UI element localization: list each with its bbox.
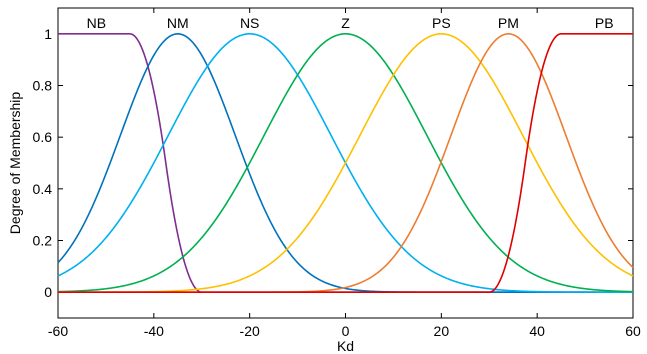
label-ns: NS: [240, 15, 259, 31]
y-axis: 0 0.2 0.4 0.6 0.8 1: [33, 26, 633, 300]
label-nm: NM: [167, 15, 189, 31]
label-z: Z: [341, 15, 350, 31]
y-tick-label: 0.8: [33, 78, 53, 94]
label-ps: PS: [432, 15, 451, 31]
x-axis: -60 -40 -20 0 20 40 60: [48, 8, 641, 339]
x-tick-label: 0: [342, 323, 350, 339]
curve-z: [57, 33, 634, 293]
x-tick-label: 20: [434, 323, 450, 339]
y-tick-label: 0: [44, 284, 52, 300]
x-tick-label: 60: [625, 323, 641, 339]
y-tick-label: 0.2: [33, 233, 53, 249]
x-tick-label: -60: [48, 323, 68, 339]
x-axis-title: Kd: [337, 338, 354, 354]
label-pb: PB: [595, 15, 614, 31]
membership-labels: NB NM NS Z PS PM PB: [87, 15, 614, 31]
membership-curves: [57, 33, 634, 293]
x-tick-label: 40: [529, 323, 545, 339]
y-tick-label: 0.6: [33, 129, 53, 145]
x-tick-label: -40: [144, 323, 164, 339]
y-axis-title: Degree of Membership: [7, 92, 23, 235]
x-tick-label: -20: [240, 323, 260, 339]
y-tick-label: 1: [44, 26, 52, 42]
label-nb: NB: [87, 15, 106, 31]
curve-pb: [58, 33, 633, 293]
y-tick-label: 0.4: [33, 181, 53, 197]
label-pm: PM: [498, 15, 519, 31]
